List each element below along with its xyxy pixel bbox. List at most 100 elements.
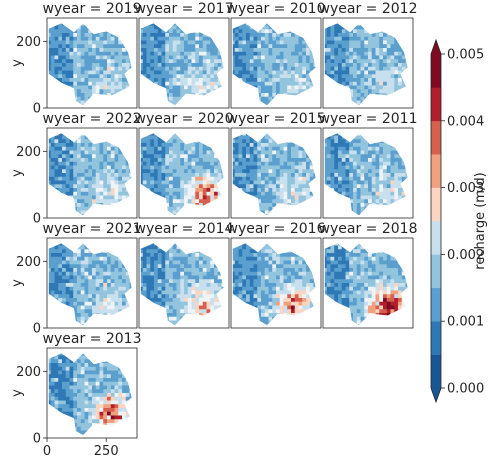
heatmap-cell xyxy=(246,165,251,170)
heatmap-cell xyxy=(140,210,144,215)
heatmap-cell xyxy=(191,70,196,75)
heatmap-cell xyxy=(394,55,399,60)
heatmap-cell xyxy=(161,139,166,144)
heatmap-cell xyxy=(287,40,292,45)
heatmap-cell xyxy=(261,29,266,34)
heatmap-cell xyxy=(249,195,254,200)
heatmap-cell xyxy=(176,176,181,181)
heatmap-cell xyxy=(338,29,343,34)
heatmap-cell xyxy=(302,184,307,189)
heatmap-cell xyxy=(338,143,343,148)
heatmap-cell xyxy=(309,146,314,151)
heatmap-cell xyxy=(268,165,273,170)
heatmap-cell xyxy=(253,74,258,79)
heatmap-cell xyxy=(191,93,196,98)
heatmap-cell xyxy=(291,161,296,166)
heatmap-cell xyxy=(195,59,200,64)
heatmap-cell xyxy=(140,135,144,140)
heatmap-cell xyxy=(349,59,354,64)
heatmap-cell xyxy=(294,210,299,215)
heatmap-cell xyxy=(242,158,247,163)
heatmap-cell xyxy=(306,70,311,75)
heatmap-cell xyxy=(238,74,243,79)
heatmap-cell xyxy=(92,154,97,159)
heatmap-cell xyxy=(184,51,189,56)
heatmap-cell xyxy=(62,85,67,90)
heatmap-cell xyxy=(165,33,170,38)
heatmap-cell xyxy=(291,55,296,60)
heatmap-cell xyxy=(210,59,215,64)
heatmap-cell xyxy=(324,66,328,71)
heatmap-cell xyxy=(246,133,251,136)
heatmap-cell xyxy=(172,195,177,200)
heatmap-cell xyxy=(398,154,403,159)
heatmap-cell xyxy=(88,210,93,215)
heatmap-cell xyxy=(65,203,70,208)
heatmap-cell xyxy=(214,74,219,79)
heatmap-cell xyxy=(353,29,358,34)
heatmap-cell xyxy=(103,78,108,83)
heatmap-cell xyxy=(210,188,215,193)
heatmap-cell xyxy=(360,169,365,174)
heatmap-cell xyxy=(334,70,339,75)
heatmap-cell xyxy=(77,279,82,284)
heatmap-cell xyxy=(287,78,292,83)
heatmap-cell xyxy=(390,100,395,105)
heatmap-cell xyxy=(217,36,222,41)
heatmap-cell xyxy=(302,63,307,68)
heatmap-cell xyxy=(371,188,376,193)
heatmap-cell xyxy=(246,44,251,49)
heatmap-cell xyxy=(360,199,365,204)
heatmap-cell xyxy=(379,66,384,71)
heatmap-cell xyxy=(103,59,108,64)
heatmap-cell xyxy=(264,40,269,45)
heatmap-cell xyxy=(272,128,276,132)
heatmap-cell xyxy=(80,133,85,136)
heatmap-cell xyxy=(150,100,155,105)
heatmap-cell xyxy=(210,161,215,166)
heatmap-cell xyxy=(118,66,123,71)
heatmap-cell xyxy=(353,191,358,196)
heatmap-cell xyxy=(107,199,112,204)
heatmap-cell xyxy=(234,25,239,30)
heatmap-cell xyxy=(202,173,207,178)
heatmap-cell xyxy=(249,161,254,166)
heatmap-cell xyxy=(386,199,391,204)
heatmap-cell xyxy=(324,188,328,193)
heatmap-cell xyxy=(125,81,130,86)
heatmap-cell xyxy=(330,139,335,144)
heatmap-cell xyxy=(62,143,67,148)
heatmap-cell xyxy=(129,150,132,155)
heatmap-cell xyxy=(371,206,376,211)
heatmap-cell xyxy=(195,210,200,215)
heatmap-cell xyxy=(176,184,181,189)
heatmap-cell xyxy=(95,100,100,105)
heatmap-cell xyxy=(298,135,303,140)
heatmap-cell xyxy=(114,195,119,200)
heatmap-cell xyxy=(390,161,395,166)
heatmap-cell xyxy=(326,25,331,30)
heatmap-cell xyxy=(62,51,67,56)
heatmap-cell xyxy=(70,238,74,242)
heatmap-cell xyxy=(165,23,170,26)
heatmap-cell xyxy=(206,191,211,196)
heatmap-cell xyxy=(257,169,262,174)
heatmap-cell xyxy=(172,191,177,196)
heatmap-cell xyxy=(294,23,299,26)
heatmap-cell xyxy=(125,93,130,98)
heatmap-cell xyxy=(62,301,67,306)
heatmap-cell xyxy=(107,36,112,41)
heatmap-cell xyxy=(122,199,127,204)
heatmap-cell xyxy=(125,206,130,211)
heatmap-cell xyxy=(150,23,155,26)
heatmap-cell xyxy=(349,180,354,185)
heatmap-cell xyxy=(92,55,97,60)
heatmap-cell xyxy=(48,59,52,64)
heatmap-cell xyxy=(214,78,219,83)
heatmap-cell xyxy=(92,139,97,144)
heatmap-cell xyxy=(58,268,63,273)
heatmap-cell xyxy=(313,176,316,181)
heatmap-cell xyxy=(62,150,67,155)
heatmap-cell xyxy=(349,25,354,30)
heatmap-cell xyxy=(110,158,115,163)
